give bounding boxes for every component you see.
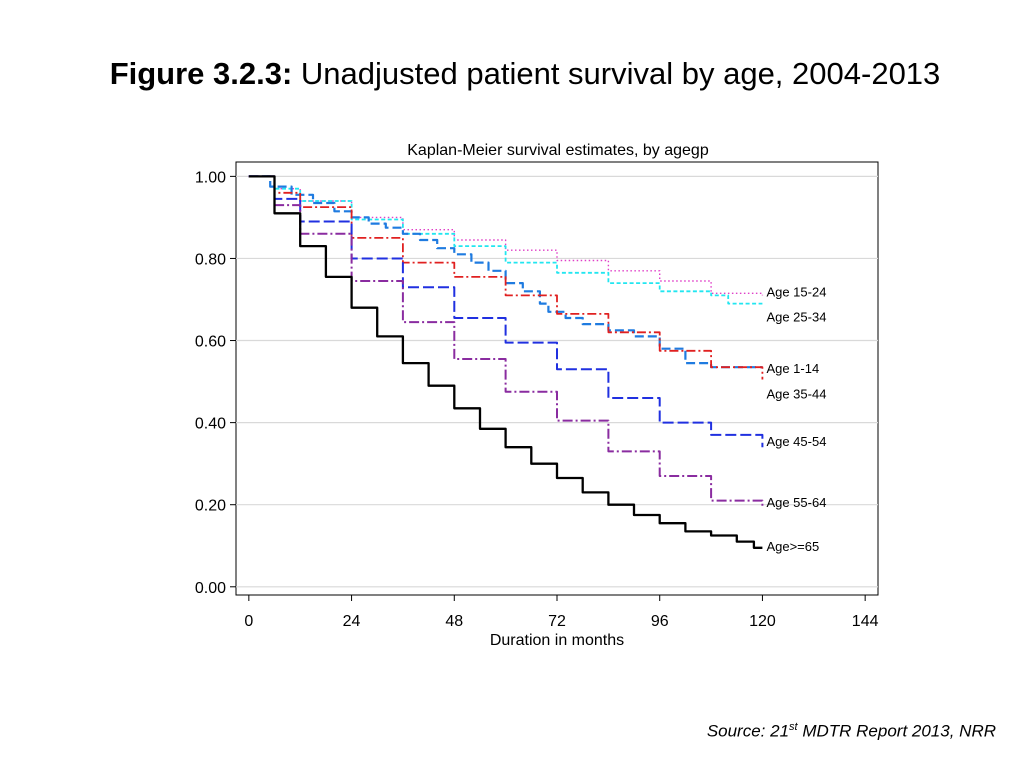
x-tick-label: 120 [749,613,776,630]
x-axis-label: Duration in months [490,632,624,649]
series-line-age-1-14 [248,175,763,369]
series-end-label: Age 55-64 [766,495,826,510]
chart-title: Kaplan-Meier survival estimates, by ageg… [407,142,709,159]
slide-title: Figure 3.2.3: Unadjusted patient surviva… [0,56,1024,92]
series-end-label: Age>=65 [766,539,819,554]
source-note: Source: 21st MDTR Report 2013, NRR [707,721,996,742]
y-tick-label: 0.20 [195,498,226,515]
series-line-age-65 [248,175,763,549]
series-end-labels: Age 15-24 Age 25-34 Age 1-14 Age 35-44 Age 4… [766,284,826,553]
grid-lines [236,175,878,588]
series-end-label: Age 25-34 [766,310,826,325]
y-tick-label: 0.00 [195,580,226,597]
series-line-age-35-44 [248,175,764,380]
series-line-age-45-54 [248,175,764,448]
axes: 0.00 0.20 0.40 0.60 0.80 1.00 0 24 48 72 96 120 144 [195,169,879,630]
series-end-label: Age 1-14 [766,361,819,376]
x-tick-label: 96 [651,613,669,630]
y-tick-label: 0.60 [195,334,226,351]
series-end-label: Age 45-54 [766,434,826,449]
slide-title-figure-number: Figure 3.2.3: [109,56,293,91]
plot-frame [235,161,879,596]
series-line-age-15-24 [248,175,764,296]
y-tick-label: 1.00 [195,169,226,186]
series-end-label: Age 15-24 [766,284,826,299]
series-lines [248,175,764,549]
source-superscript: st [789,721,798,733]
y-tick-label: 0.80 [195,251,226,268]
x-tick-label: 0 [244,613,253,630]
slide-title-text: Unadjusted patient survival by age, 2004… [292,56,941,91]
source-suffix: MDTR Report 2013, NRR [797,721,996,741]
x-tick-label: 24 [343,613,361,630]
x-tick-label: 48 [445,613,463,630]
y-tick-label: 0.40 [195,416,226,433]
x-tick-label: 72 [548,613,566,630]
series-end-label: Age 35-44 [766,387,826,402]
source-prefix: Source: 21 [706,721,790,741]
x-tick-label: 144 [852,613,879,630]
